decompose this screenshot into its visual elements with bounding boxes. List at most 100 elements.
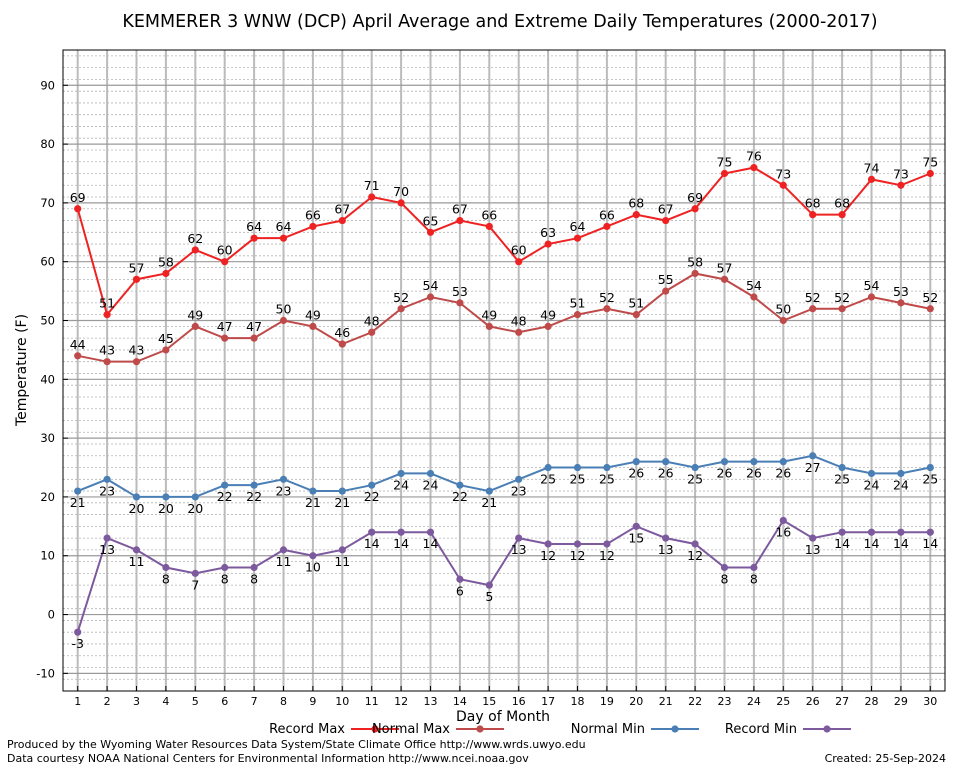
data-label: 50 [276,302,292,317]
data-label: 6 [456,583,464,598]
data-point [426,228,435,236]
data-point [132,275,141,283]
x-tick-label: 2 [104,695,111,708]
legend-swatch-marker [371,725,379,733]
data-point [191,246,199,254]
data-label: 13 [658,542,674,557]
data-point [426,528,435,536]
x-axis-ticks: 1 2 3 4 5 6 7 8 9 10 11 12 13 14 15 16 17 18 19 20 21 22 23 24 2… [74,686,937,708]
data-point [750,563,758,572]
data-point [867,528,876,536]
x-tick-label: 15 [482,695,496,708]
data-label: 52 [834,290,850,305]
data-label: 60 [217,243,233,258]
data-point [691,463,699,472]
data-label: 14 [423,536,439,551]
data-label: 52 [599,290,615,305]
data-label: 26 [658,466,674,481]
data-point [515,328,523,336]
y-tick-label: 0 [48,608,55,622]
data-label: 52 [805,290,821,305]
data-point [485,487,493,495]
data-label: 11 [334,554,350,569]
data-label: 51 [99,296,115,311]
series-line [77,454,931,498]
data-label: 76 [746,149,762,164]
data-point [691,540,699,548]
x-tick-label: 5 [192,695,199,708]
legend-label: Record Min [725,722,797,737]
data-label: 54 [746,278,762,293]
data-label: 64 [246,219,262,234]
data-point [309,552,317,560]
data-label: 8 [750,572,758,587]
legend-item: Record Min [725,722,851,737]
data-point [603,305,611,313]
data-point [838,305,846,313]
data-label: 49 [305,307,321,322]
data-point [573,463,582,472]
y-tick-label: 90 [40,78,55,92]
data-label: 25 [922,472,938,487]
data-label: 7 [191,577,199,592]
x-tick-label: 9 [309,695,316,708]
data-label: 15 [628,530,644,545]
x-tick-label: 6 [221,695,228,708]
data-point [809,305,817,313]
data-point [720,458,729,466]
data-point [867,469,876,478]
data-point [632,211,640,219]
data-label: 46 [334,325,350,340]
data-point [132,358,141,366]
data-point [897,528,905,536]
data-label: 68 [805,196,821,211]
data-point [397,305,405,313]
y-tick-label: 50 [40,314,55,328]
data-label: 25 [540,472,556,487]
data-label: 48 [364,313,380,328]
data-label: 11 [276,554,292,569]
data-point [897,181,905,189]
data-point [426,293,435,301]
data-point [132,493,141,501]
legend-label: Normal Max [372,722,450,737]
x-tick-label: 8 [280,695,287,708]
data-label: 12 [570,548,586,563]
data-point [338,487,346,495]
credit-line-1: Produced by the Wyoming Water Resources … [7,738,586,751]
data-label: 22 [364,489,380,504]
data-point [191,322,199,330]
x-tick-label: 1 [74,695,81,708]
data-label: 52 [393,290,409,305]
y-tick-label: 20 [40,490,55,504]
x-tick-label: 14 [453,695,467,708]
data-label: 13 [511,542,527,557]
data-point [632,311,640,319]
data-point [368,481,376,489]
data-point [191,493,199,501]
y-tick-label: 30 [40,431,55,445]
data-point [662,458,670,466]
data-label: 14 [364,536,380,551]
data-point [250,563,258,572]
x-tick-label: 26 [806,695,820,708]
data-point [632,458,640,466]
data-point [926,463,934,472]
data-label: 58 [158,254,174,269]
data-label: 49 [481,307,497,322]
legend-label: Normal Min [571,722,645,737]
data-point [926,169,934,178]
x-tick-label: 4 [162,695,169,708]
data-label: 66 [481,207,497,222]
data-label: 66 [599,207,615,222]
data-label: 24 [393,477,409,492]
data-label: 8 [250,572,258,587]
series-record-min: -3 13 11 8 7 8 8 11 10 11 14 14 14 6 5 13 12 12 12 15 13 12 8 8… [71,516,938,651]
x-tick-label: 21 [659,695,673,708]
data-point [103,358,111,366]
data-label: 23 [99,483,115,498]
data-point [485,222,493,231]
data-point [221,334,229,342]
data-label: 5 [485,589,493,604]
data-point [221,481,229,489]
